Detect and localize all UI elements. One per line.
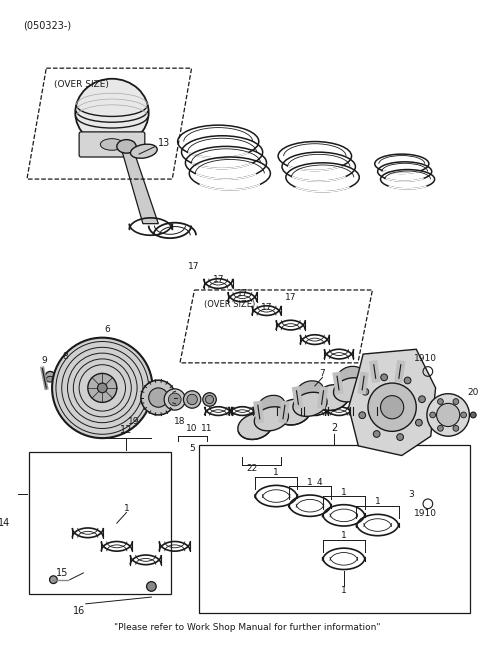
- Ellipse shape: [404, 377, 411, 384]
- Text: 1910: 1910: [414, 509, 437, 518]
- Ellipse shape: [453, 399, 459, 405]
- Text: 2: 2: [331, 423, 337, 433]
- Ellipse shape: [149, 388, 168, 407]
- Text: 19: 19: [129, 417, 140, 426]
- Bar: [29, 451, 171, 594]
- Text: 15: 15: [56, 568, 68, 578]
- Polygon shape: [348, 349, 435, 455]
- Ellipse shape: [97, 383, 107, 393]
- Text: 11: 11: [201, 424, 212, 433]
- Text: 17: 17: [213, 276, 224, 284]
- Text: 22: 22: [246, 464, 258, 472]
- Text: 8: 8: [63, 352, 69, 361]
- Ellipse shape: [141, 380, 176, 415]
- Ellipse shape: [334, 378, 368, 402]
- Text: 1: 1: [307, 478, 313, 487]
- Text: 4: 4: [317, 478, 323, 487]
- Polygon shape: [120, 146, 158, 224]
- Text: 1: 1: [273, 468, 279, 478]
- Text: "Please refer to Work Shop Manual for further information": "Please refer to Work Shop Manual for fu…: [114, 623, 381, 632]
- Ellipse shape: [397, 434, 404, 440]
- Ellipse shape: [258, 396, 285, 415]
- Text: 1: 1: [341, 487, 347, 497]
- Ellipse shape: [337, 366, 364, 386]
- Text: 12: 12: [120, 425, 132, 436]
- Ellipse shape: [46, 377, 54, 382]
- Text: 9: 9: [41, 356, 47, 365]
- Ellipse shape: [55, 365, 72, 382]
- Ellipse shape: [254, 407, 288, 431]
- Text: 1: 1: [123, 504, 129, 513]
- Text: (050323-): (050323-): [23, 21, 71, 31]
- Ellipse shape: [238, 413, 272, 440]
- Bar: [199, 445, 470, 613]
- Ellipse shape: [168, 393, 181, 406]
- Text: (OVER SIZE): (OVER SIZE): [54, 80, 109, 89]
- Ellipse shape: [183, 391, 201, 408]
- Ellipse shape: [356, 370, 390, 396]
- Ellipse shape: [117, 140, 136, 153]
- Ellipse shape: [164, 389, 185, 410]
- Ellipse shape: [146, 582, 156, 591]
- Ellipse shape: [381, 396, 404, 419]
- Ellipse shape: [203, 393, 216, 406]
- Ellipse shape: [205, 396, 214, 403]
- Ellipse shape: [427, 394, 469, 436]
- Ellipse shape: [373, 430, 380, 438]
- Ellipse shape: [315, 384, 349, 411]
- Text: 17: 17: [237, 289, 248, 298]
- Ellipse shape: [45, 371, 55, 381]
- Text: 13: 13: [158, 138, 170, 148]
- Ellipse shape: [187, 394, 197, 405]
- Ellipse shape: [100, 138, 123, 150]
- Text: 10: 10: [186, 424, 198, 433]
- Ellipse shape: [389, 358, 424, 384]
- Text: 7: 7: [320, 369, 325, 378]
- Ellipse shape: [461, 412, 467, 418]
- Ellipse shape: [52, 338, 153, 438]
- Ellipse shape: [293, 392, 327, 417]
- Ellipse shape: [131, 144, 157, 158]
- Text: 17: 17: [188, 262, 200, 271]
- Ellipse shape: [370, 366, 404, 390]
- Ellipse shape: [416, 419, 422, 426]
- Text: 18: 18: [174, 417, 185, 426]
- Text: (OVER SIZE): (OVER SIZE): [204, 300, 255, 308]
- Ellipse shape: [436, 403, 460, 426]
- Ellipse shape: [362, 388, 369, 395]
- Text: 17: 17: [261, 303, 272, 312]
- Text: 20: 20: [468, 388, 479, 398]
- Text: 1: 1: [375, 497, 381, 506]
- Text: 14: 14: [0, 518, 10, 528]
- Ellipse shape: [60, 369, 68, 377]
- Text: 6: 6: [104, 325, 110, 335]
- Text: 3: 3: [408, 489, 414, 499]
- Ellipse shape: [381, 374, 387, 380]
- Text: 5: 5: [189, 444, 195, 453]
- Ellipse shape: [438, 426, 444, 431]
- Ellipse shape: [470, 412, 476, 418]
- Text: 16: 16: [72, 605, 85, 615]
- FancyBboxPatch shape: [79, 132, 145, 157]
- Text: 17: 17: [285, 293, 297, 302]
- Ellipse shape: [419, 396, 425, 403]
- Ellipse shape: [438, 399, 444, 405]
- Text: 1: 1: [341, 586, 347, 595]
- Ellipse shape: [88, 373, 117, 402]
- Ellipse shape: [453, 426, 459, 431]
- Ellipse shape: [359, 412, 366, 419]
- Ellipse shape: [374, 355, 401, 375]
- Ellipse shape: [276, 399, 311, 425]
- Ellipse shape: [368, 383, 416, 432]
- Ellipse shape: [297, 381, 324, 401]
- Ellipse shape: [75, 79, 149, 146]
- Ellipse shape: [430, 412, 435, 418]
- Ellipse shape: [49, 576, 57, 584]
- Text: 1910: 1910: [414, 354, 437, 363]
- Text: 1: 1: [341, 531, 347, 540]
